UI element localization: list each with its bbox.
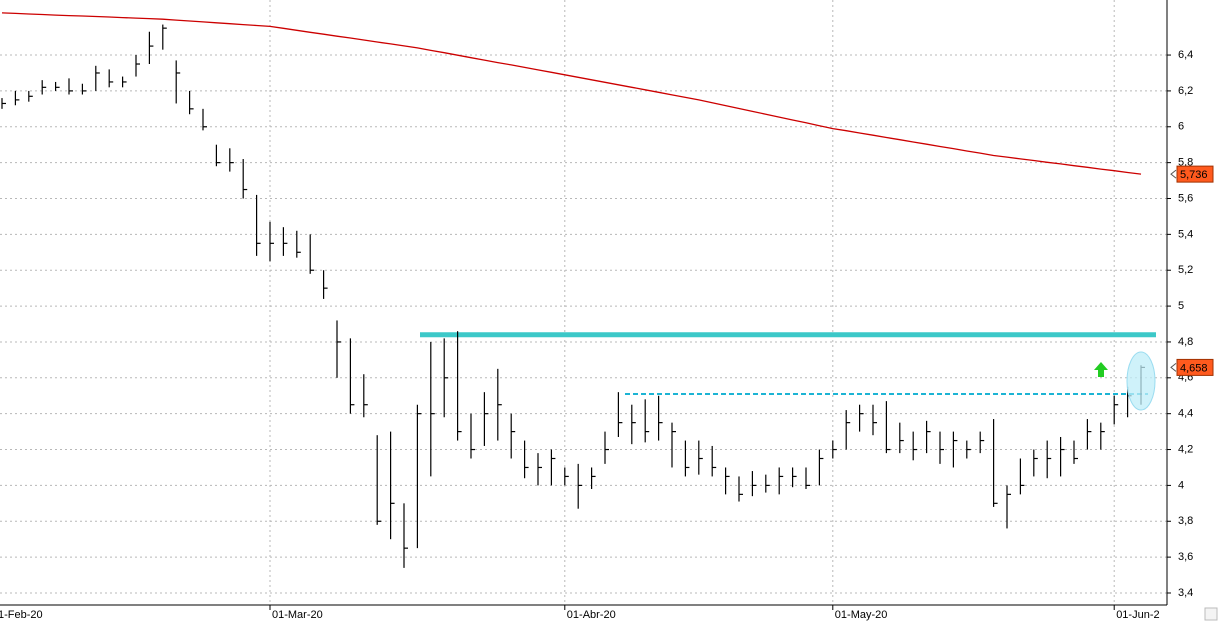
corner-icon	[1204, 607, 1218, 621]
x-tick-label: 01-Abr-20	[567, 609, 616, 621]
grid	[0, 0, 1167, 605]
y-tick-label: 3,4	[1178, 587, 1193, 599]
y-tick-label: 4,4	[1178, 408, 1193, 420]
plot	[1, 12, 1156, 568]
moving-average	[1, 12, 1142, 175]
price-tag-label: 5,736	[1180, 169, 1208, 181]
overlay: 3,43,63,844,24,44,64,855,25,45,65,866,26…	[0, 49, 1214, 621]
tag-pointer	[1170, 169, 1177, 179]
y-tick-label: 4	[1178, 479, 1184, 491]
price-tag	[1176, 358, 1214, 376]
y-tick-label: 6,4	[1178, 49, 1193, 61]
price-tag-label: 4,658	[1180, 362, 1208, 374]
y-tick-label: 4,8	[1178, 336, 1193, 348]
x-tick-label: 01-Jun-2	[1116, 609, 1159, 621]
x-tick-label: 1-Feb-20	[0, 609, 43, 621]
x-tick-label: 01-May-20	[835, 609, 888, 621]
x-tick-label: 01-Mar-20	[272, 609, 323, 621]
y-tick-label: 5,8	[1178, 157, 1193, 169]
y-tick-label: 5,6	[1178, 192, 1193, 204]
price-tag	[1176, 165, 1214, 183]
y-tick-label: 5,4	[1178, 228, 1193, 240]
y-tick-label: 4,2	[1178, 443, 1193, 455]
y-tick-label: 6,2	[1178, 85, 1193, 97]
tag-pointer	[1170, 363, 1177, 372]
y-tick-label: 6	[1178, 121, 1184, 133]
y-tick-label: 3,8	[1178, 515, 1193, 527]
y-tick-label: 5,2	[1178, 264, 1193, 276]
up-arrow	[1094, 362, 1108, 377]
y-tick-label: 3,6	[1178, 551, 1193, 563]
highlight-ellipse	[1126, 351, 1156, 411]
y-tick-label: 5	[1178, 300, 1184, 312]
